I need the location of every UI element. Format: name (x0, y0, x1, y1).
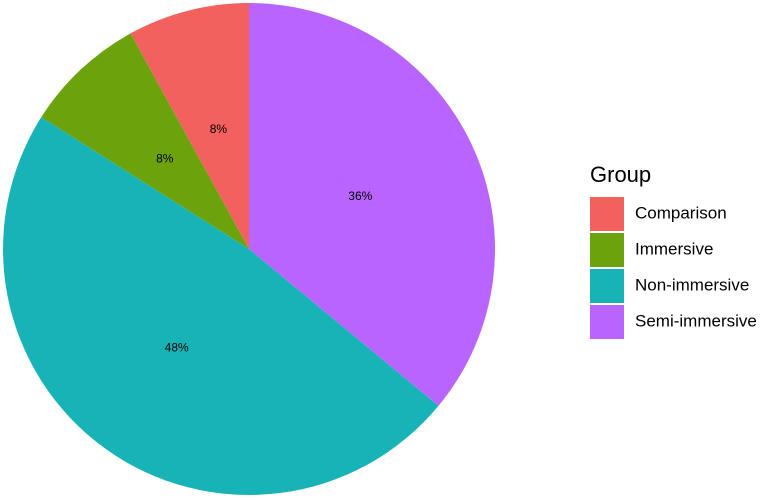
value-label: 48% (165, 341, 189, 355)
pie-slice (3, 117, 439, 495)
legend-label: Immersive (635, 239, 713, 258)
legend-key (590, 269, 624, 303)
pie-slice (41, 33, 249, 249)
value-label: 8% (210, 122, 228, 136)
legend-label: Semi-immersive (635, 311, 757, 330)
legend-label: Non-immersive (635, 275, 749, 294)
legend-title: Group (590, 162, 651, 187)
pie-slice (130, 3, 249, 249)
legend-key (590, 233, 624, 267)
legend-key (590, 197, 624, 231)
pie-slice (249, 3, 495, 406)
value-label: 36% (348, 189, 372, 203)
value-label: 8% (156, 152, 174, 166)
legend-key (590, 305, 624, 339)
legend-label: Comparison (635, 203, 727, 222)
